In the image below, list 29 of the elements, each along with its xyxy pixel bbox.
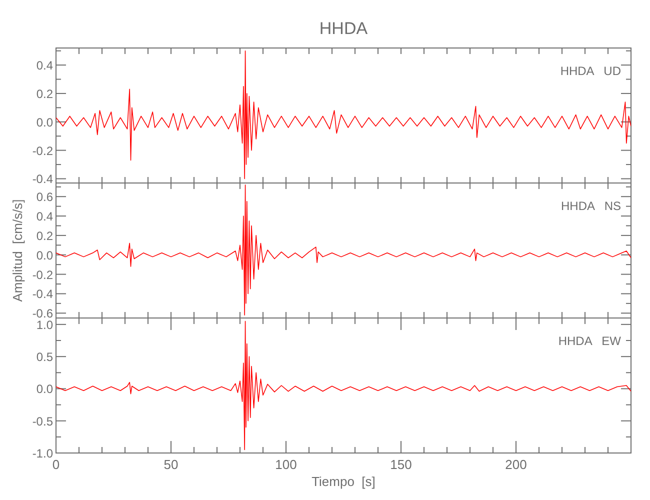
y-tick-label: 0.0 — [36, 382, 54, 396]
y-tick-label: 0.0 — [36, 248, 54, 262]
y-tick-label: -0.2 — [32, 144, 54, 158]
y-tick-label: 0.4 — [36, 210, 54, 224]
annotation: HHDA NS — [560, 199, 621, 213]
y-tick-label: 0.5 — [36, 350, 54, 364]
x-tick-label: 100 — [275, 457, 297, 472]
annotation: HHDA UD — [560, 64, 622, 78]
y-tick-label: -0.5 — [32, 414, 54, 428]
line-series — [56, 50, 631, 180]
y-axis-title: Amplitud [cm/s/s] — [10, 199, 25, 302]
y-tick-label: -1.0 — [32, 446, 54, 460]
y-tick-label: 0.2 — [36, 228, 54, 243]
x-axis-title: Tiempo [s] — [312, 474, 376, 489]
chart-title: HHDA — [319, 19, 368, 38]
y-tick-label: -0.4 — [32, 172, 54, 186]
annotation: HHDA EW — [558, 334, 622, 348]
y-tick-label: 0.0 — [36, 115, 54, 130]
y-tick-label: 0.6 — [36, 190, 54, 204]
y-tick-label: 0.2 — [36, 86, 54, 101]
y-tick-label: -0.4 — [32, 287, 54, 302]
line-series — [56, 184, 631, 316]
line-series — [56, 320, 631, 450]
y-tick-label: 0.4 — [36, 58, 54, 73]
y-tick-label: -0.2 — [32, 268, 54, 282]
x-tick-label: 50 — [164, 457, 178, 472]
x-tick-label: 0 — [52, 457, 60, 472]
x-tick-label: 200 — [505, 457, 527, 472]
x-tick-label: 150 — [390, 457, 412, 472]
